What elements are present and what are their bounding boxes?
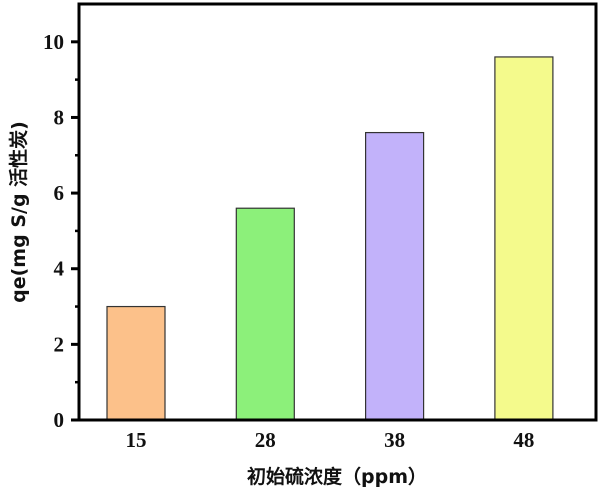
x-axis-label: 初始硫浓度（ppm） (247, 465, 427, 488)
bar-28 (235, 207, 295, 421)
plot-frame (77, 2, 598, 422)
y-tick-label-2: 2 (54, 332, 65, 356)
bar-48 (494, 56, 554, 421)
y-tick-label-0: 0 (54, 408, 65, 432)
x-tick-label-28: 28 (255, 428, 276, 452)
y-tick-label-10: 10 (43, 30, 64, 54)
y-axis-label: qe(mg S/g 活性炭) (7, 121, 30, 303)
x-tick-label-48: 48 (513, 428, 534, 452)
bar-15 (106, 305, 166, 421)
y-tick-label-6: 6 (54, 181, 65, 205)
x-tick-label-38: 38 (384, 428, 405, 452)
y-tick-label-4: 4 (54, 257, 65, 281)
bar-38 (365, 131, 425, 421)
x-tick-label-15: 15 (126, 428, 147, 452)
y-tick-label-8: 8 (54, 105, 65, 129)
